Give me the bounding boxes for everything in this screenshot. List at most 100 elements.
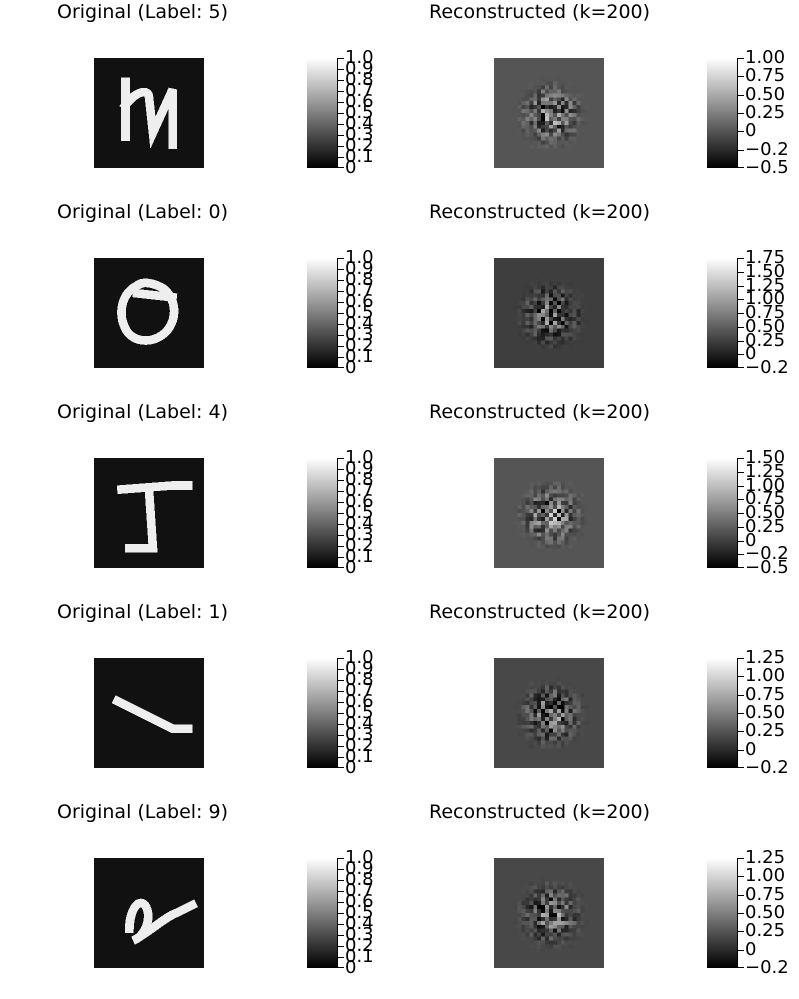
colorbar-tick: [337, 280, 344, 281]
colorbar-tick: [337, 469, 344, 470]
colorbar-tick: [737, 472, 744, 473]
colorbar-tick: [337, 113, 344, 114]
colorbar-tick: [737, 554, 744, 555]
colorbar-tick-label: 0.5: [345, 502, 374, 523]
original-title: Original (Label: 1): [57, 601, 228, 623]
colorbar-gradient: [307, 258, 337, 368]
original-title: Original (Label: 4): [57, 401, 228, 423]
colorbar-tick-label: 0.9: [345, 458, 374, 479]
colorbar-tick: [737, 327, 744, 328]
colorbar-tick-label: 0.75: [745, 302, 786, 323]
colorbar-tick-label: 0.6: [345, 291, 374, 312]
colorbar-tick-label: 0: [745, 530, 757, 551]
colorbar-tick: [737, 658, 744, 659]
colorbar-tick-label: 1.25: [745, 847, 786, 868]
colorbar-tick-label: 0.50: [745, 84, 786, 105]
colorbar-tick-label: 0.75: [745, 884, 786, 905]
reconstructed-title: Reconstructed (k=200): [429, 1, 651, 23]
original-digit-image: [94, 858, 204, 968]
colorbar-tick-label: 1.00: [745, 865, 786, 886]
colorbar-tick: [737, 527, 744, 528]
colorbar-tick-label: 0.50: [745, 902, 786, 923]
colorbar-gradient: [707, 258, 737, 368]
colorbar-gradient: [307, 858, 337, 968]
colorbar-tick-label: 1.0: [345, 447, 374, 468]
colorbar-tick: [737, 354, 744, 355]
colorbar-tick: [737, 367, 744, 368]
colorbar-gradient: [307, 458, 337, 568]
colorbar-tick-label: 1.25: [745, 647, 786, 668]
colorbar-gradient: [707, 458, 737, 568]
original-digit-image: [94, 58, 204, 168]
colorbar-tick-label: 0.7: [345, 680, 374, 701]
colorbar-tick: [337, 167, 344, 168]
colorbar-tick: [337, 902, 344, 903]
colorbar-tick-label: 0.3: [345, 524, 374, 545]
reconstructed-colorbar: 1.25 1.00 0.75 0.50 0.25 0 −0.2: [707, 649, 789, 777]
original-colorbar: 1.0 0.9 0.8 0.7 0.6 0.5 0.4 0.3 0.2 0.1 0: [307, 449, 374, 577]
original-digit-image: [94, 658, 204, 768]
colorbar-tick: [337, 324, 344, 325]
colorbar-tick: [337, 524, 344, 525]
colorbar-tick: [337, 491, 344, 492]
colorbar-tick-label: 0.3: [345, 124, 374, 145]
colorbar-tick: [337, 502, 344, 503]
colorbar-tick: [337, 669, 344, 670]
colorbar-tick-label: 0.6: [345, 891, 374, 912]
colorbar-tick-label: 0.6: [345, 91, 374, 112]
colorbar-tick: [337, 69, 344, 70]
colorbar-tick-label: 0.8: [345, 269, 374, 290]
colorbar-tick: [737, 513, 744, 514]
colorbar-gradient: [707, 658, 737, 768]
colorbar-tick: [737, 731, 744, 732]
original-digit-image: [94, 458, 204, 568]
colorbar-tick-label: 0.4: [345, 313, 374, 334]
digit-stroke: [116, 481, 193, 553]
colorbar-tick: [337, 367, 344, 368]
colorbar-tick-label: 1.25: [745, 275, 786, 296]
colorbar-tick: [337, 757, 344, 758]
colorbar-tick: [337, 924, 344, 925]
original-colorbar: 1.0 0.9 0.8 0.7 0.6 0.5 0.4 0.3 0.2 0.1 0: [307, 249, 374, 377]
colorbar-tick-label: −0.2: [745, 357, 789, 378]
colorbar-tick: [337, 913, 344, 914]
digit-stroke: [125, 898, 199, 945]
colorbar-tick-label: 0.2: [345, 135, 374, 156]
colorbar-tick: [337, 957, 344, 958]
colorbar-tick: [337, 946, 344, 947]
colorbar-tick-label: 0.4: [345, 513, 374, 534]
colorbar-tick: [337, 58, 344, 59]
colorbar-tick-label: 0.7: [345, 880, 374, 901]
colorbar-tick-label: 0: [345, 757, 357, 778]
colorbar-tick: [337, 535, 344, 536]
colorbar-tick-label: 0.50: [745, 702, 786, 723]
colorbar-tick: [737, 313, 744, 314]
colorbar-tick: [737, 95, 744, 96]
colorbar-tick: [737, 767, 744, 768]
colorbar-tick: [737, 713, 744, 714]
colorbar-tick-label: 0.9: [345, 258, 374, 279]
reconstructed-image: [494, 58, 604, 168]
colorbar-tick: [337, 102, 344, 103]
colorbar-tick-label: 0: [745, 939, 757, 960]
colorbar-tick-label: 0.6: [345, 491, 374, 512]
colorbar-tick-label: 0: [345, 357, 357, 378]
colorbar-gradient: [307, 58, 337, 168]
colorbar-tick-label: 0.7: [345, 480, 374, 501]
colorbar-tick-label: 0.6: [345, 691, 374, 712]
colorbar-tick: [737, 299, 744, 300]
colorbar-tick: [737, 876, 744, 877]
colorbar-tick: [337, 967, 344, 968]
colorbar-tick-label: 0.1: [345, 746, 374, 767]
colorbar-tick-label: 0.8: [345, 469, 374, 490]
colorbar-tick: [337, 767, 344, 768]
original-title: Original (Label: 0): [57, 201, 228, 223]
reconstructed-image: [494, 858, 604, 968]
reconstructed-title: Reconstructed (k=200): [429, 201, 651, 223]
colorbar-tick: [737, 113, 744, 114]
colorbar-tick-label: 0.5: [345, 902, 374, 923]
colorbar-tick-label: 1.50: [745, 447, 786, 468]
colorbar-tick: [737, 913, 744, 914]
colorbar-tick-label: 1.50: [745, 261, 786, 282]
colorbar-tick-label: 1.0: [345, 847, 374, 868]
